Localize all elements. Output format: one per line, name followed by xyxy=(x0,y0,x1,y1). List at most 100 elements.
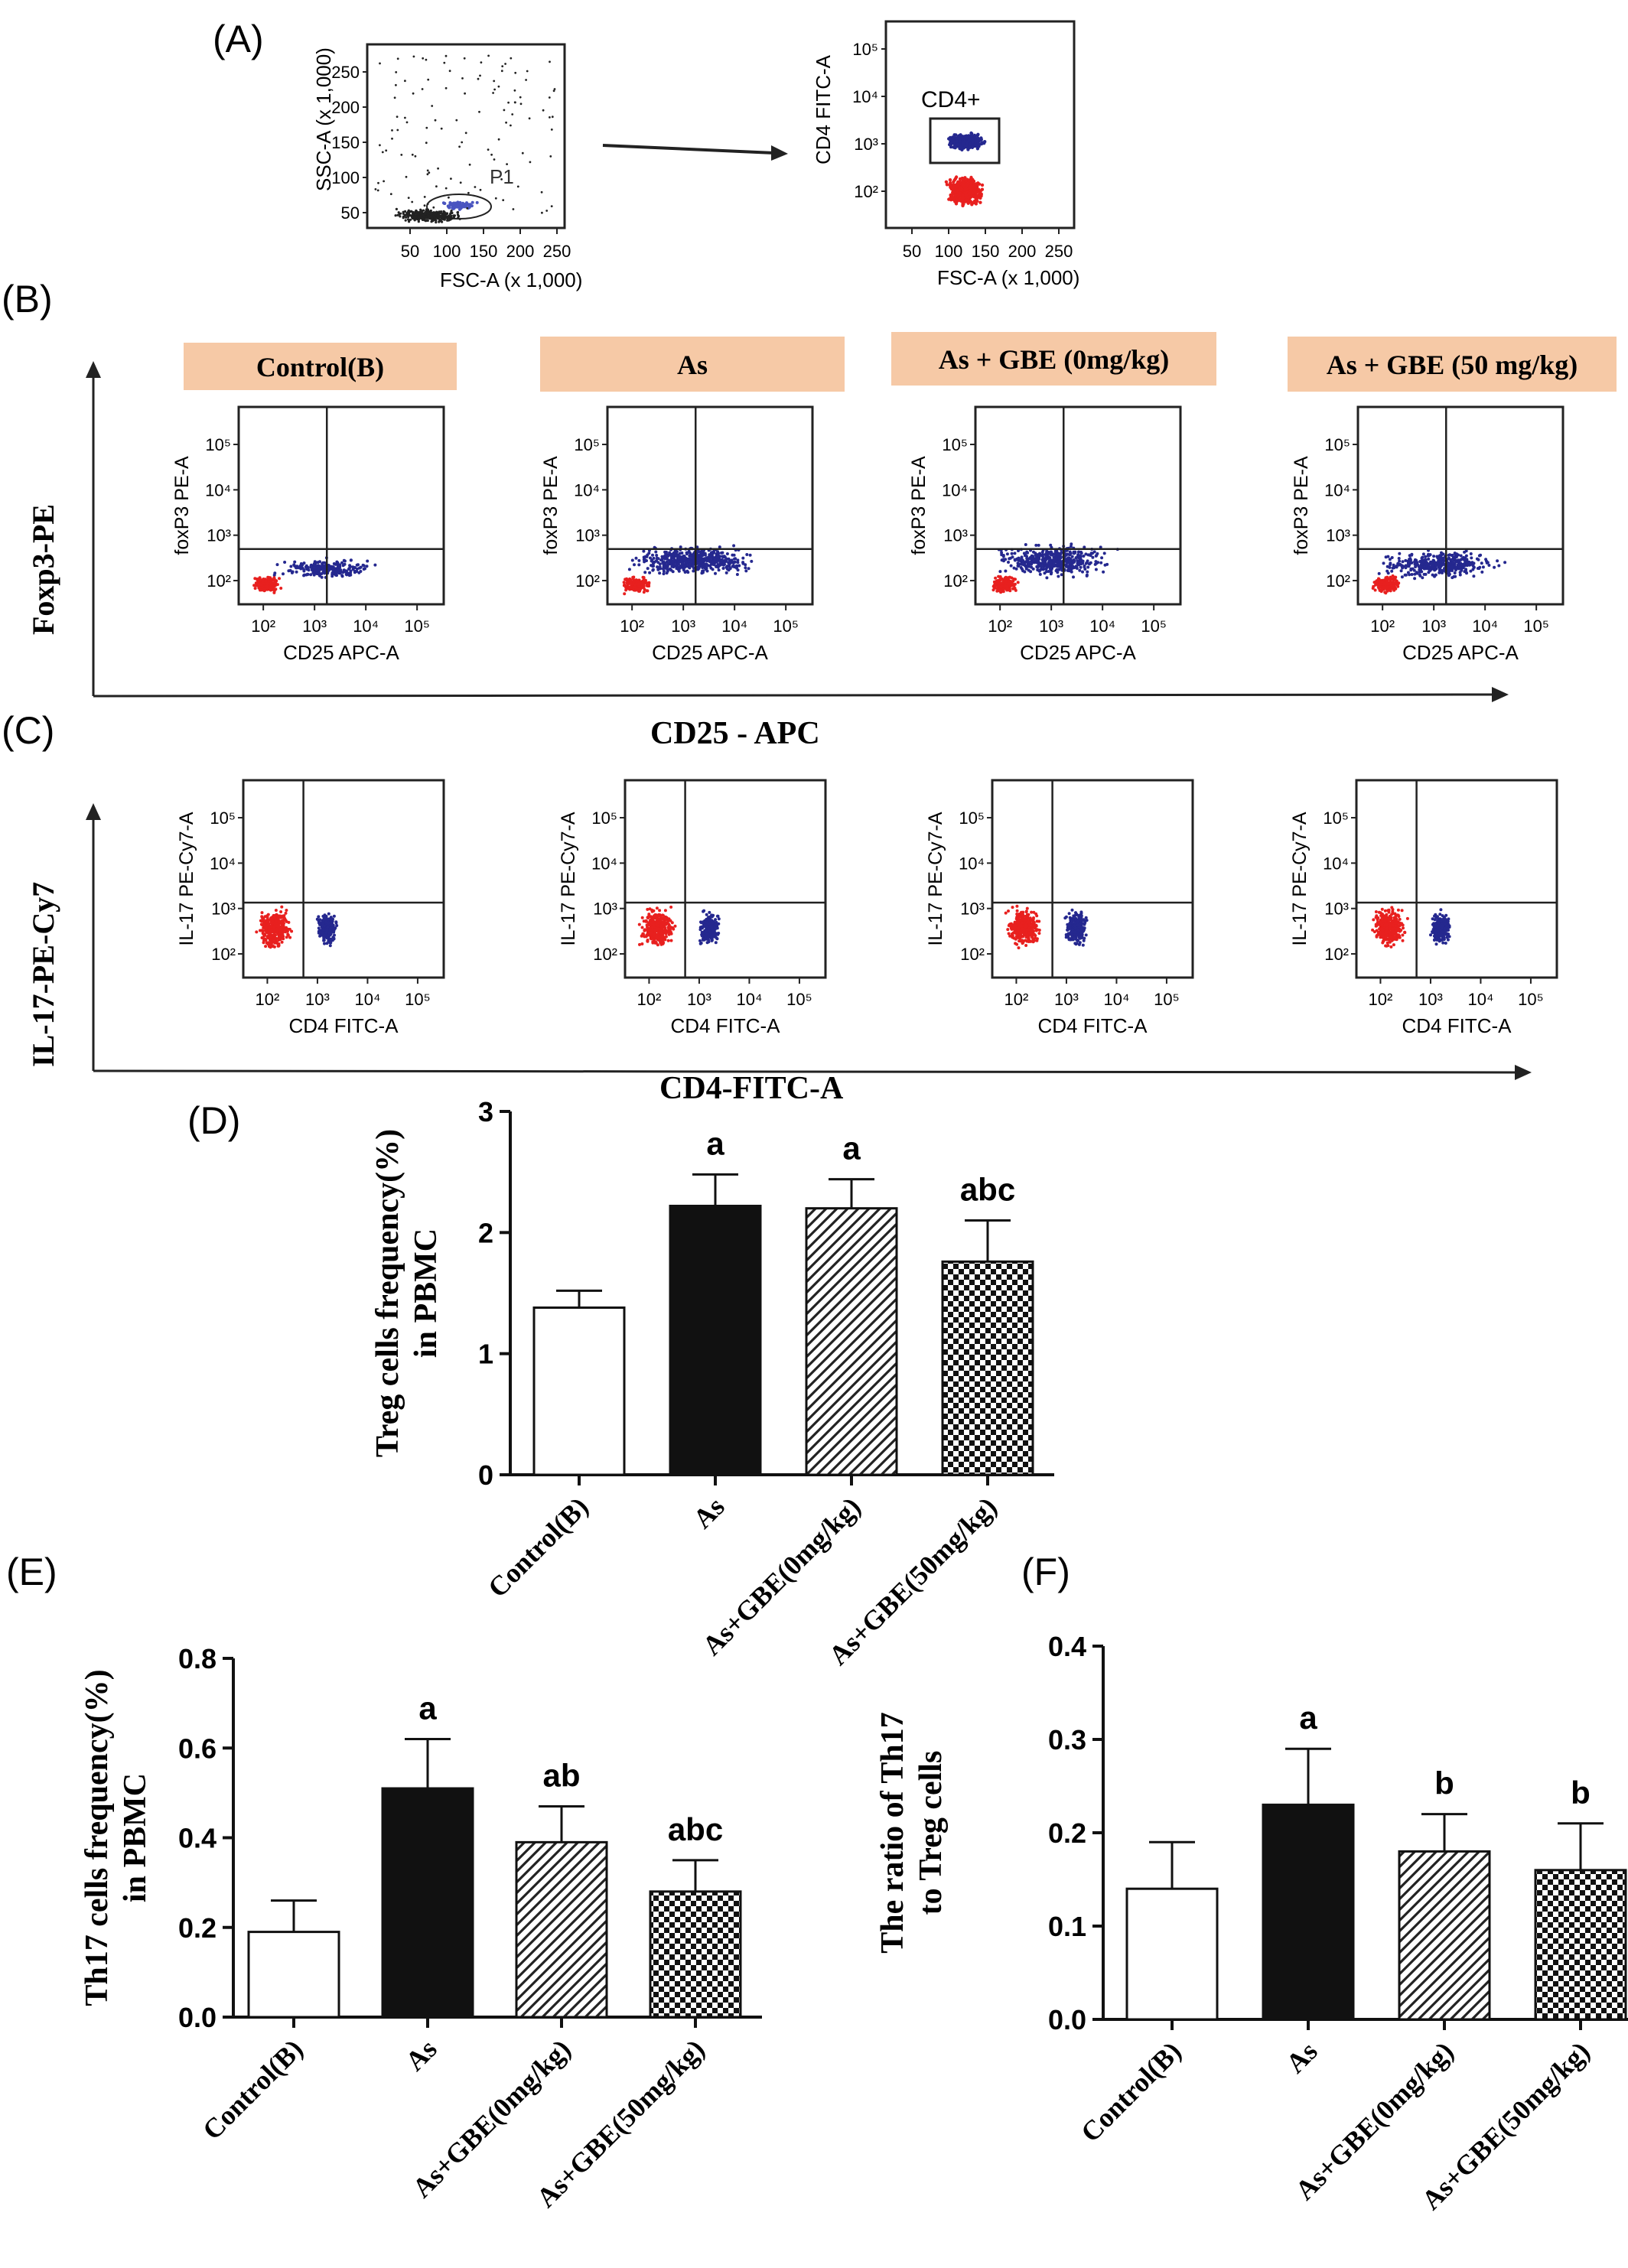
event-dot xyxy=(643,555,647,558)
event-dot xyxy=(1050,564,1053,568)
event-dot xyxy=(343,559,347,563)
tick-label: 100 xyxy=(935,242,963,261)
tick-label: 10⁴ xyxy=(205,480,231,499)
event-dot xyxy=(1397,557,1401,560)
event-dot xyxy=(411,200,414,203)
event-dot xyxy=(510,57,513,60)
event-dot xyxy=(980,141,985,145)
event-dot xyxy=(1410,573,1414,576)
event-dot xyxy=(998,570,1002,574)
event-dot xyxy=(949,145,953,149)
event-dot xyxy=(1458,565,1462,569)
tick-label: 10³ xyxy=(854,135,878,154)
event-dot xyxy=(1099,561,1103,565)
event-dot xyxy=(1022,562,1026,566)
event-dot xyxy=(1102,570,1105,574)
event-dot xyxy=(954,133,958,137)
event-dot xyxy=(1392,563,1395,567)
event-dot xyxy=(675,567,679,570)
tick-label: 200 xyxy=(506,242,535,261)
event-dot xyxy=(1037,554,1041,558)
event-dot xyxy=(355,567,359,571)
event-dot xyxy=(283,561,287,564)
event-dot xyxy=(323,924,326,928)
event-dot xyxy=(415,209,418,212)
event-dot xyxy=(271,944,275,948)
event-dot xyxy=(711,568,715,571)
tick-label: 10⁵ xyxy=(1523,617,1549,636)
event-dot xyxy=(1459,554,1463,558)
event-dot xyxy=(1102,552,1106,555)
event-dot xyxy=(1008,582,1011,586)
event-dot xyxy=(1072,560,1076,564)
event-dot xyxy=(1496,559,1499,563)
event-dot xyxy=(1068,561,1072,565)
event-dot xyxy=(698,557,702,561)
cd4-gate-box xyxy=(929,117,1001,164)
tick-label: 10³ xyxy=(943,526,968,545)
group-header-label: As + GBE (0mg/kg) xyxy=(939,344,1170,375)
tick-label: 10⁵ xyxy=(210,809,236,828)
event-dot xyxy=(1085,573,1089,577)
event-dot xyxy=(525,79,527,81)
event-dot xyxy=(283,928,287,932)
event-dot xyxy=(1036,568,1040,571)
event-dot xyxy=(551,116,554,119)
event-dot xyxy=(285,909,288,912)
event-dot xyxy=(623,592,627,596)
event-dot xyxy=(945,183,949,187)
plot-x-label: CD25 APC-A xyxy=(652,641,768,664)
tick-label: 200 xyxy=(331,98,360,117)
event-dot xyxy=(444,187,448,190)
event-dot xyxy=(1034,553,1037,557)
event-dot xyxy=(973,185,978,189)
event-dot xyxy=(750,559,754,563)
event-dot xyxy=(341,571,345,574)
event-dot xyxy=(952,140,956,144)
event-dot xyxy=(404,80,406,83)
event-dot xyxy=(318,918,322,922)
event-dot xyxy=(699,920,702,924)
event-dot xyxy=(666,569,669,573)
event-dot xyxy=(629,581,633,584)
event-dot xyxy=(724,571,728,574)
tick-label: 10³ xyxy=(575,526,600,545)
event-dot xyxy=(427,214,431,217)
event-dot xyxy=(1046,550,1050,554)
event-dot xyxy=(1083,565,1086,569)
event-dot xyxy=(971,140,975,144)
event-dot xyxy=(1476,567,1480,570)
event-dot xyxy=(260,911,264,915)
event-dot xyxy=(952,178,956,182)
event-dot xyxy=(1036,565,1040,569)
event-dot xyxy=(1421,552,1425,556)
event-dot xyxy=(264,926,268,929)
event-dot xyxy=(708,910,711,914)
event-dot xyxy=(662,569,666,573)
tick-label: 10³ xyxy=(211,900,236,919)
event-dot xyxy=(1395,565,1398,569)
event-dot xyxy=(416,218,419,221)
event-dot xyxy=(332,930,335,934)
event-dot xyxy=(692,569,695,573)
event-dot xyxy=(1418,560,1422,564)
event-dot xyxy=(638,942,641,946)
event-dot xyxy=(274,587,278,591)
event-dot xyxy=(519,102,523,106)
event-dot xyxy=(975,194,979,197)
event-dot xyxy=(1398,552,1402,555)
event-dot xyxy=(553,88,556,90)
event-dot xyxy=(474,186,477,188)
event-dot xyxy=(973,187,978,191)
event-dot xyxy=(381,151,384,154)
event-dot xyxy=(676,553,680,557)
event-dot xyxy=(452,201,456,205)
event-dot xyxy=(1463,562,1466,566)
event-dot xyxy=(426,173,429,176)
event-dot xyxy=(438,220,441,223)
event-dot xyxy=(529,161,532,164)
